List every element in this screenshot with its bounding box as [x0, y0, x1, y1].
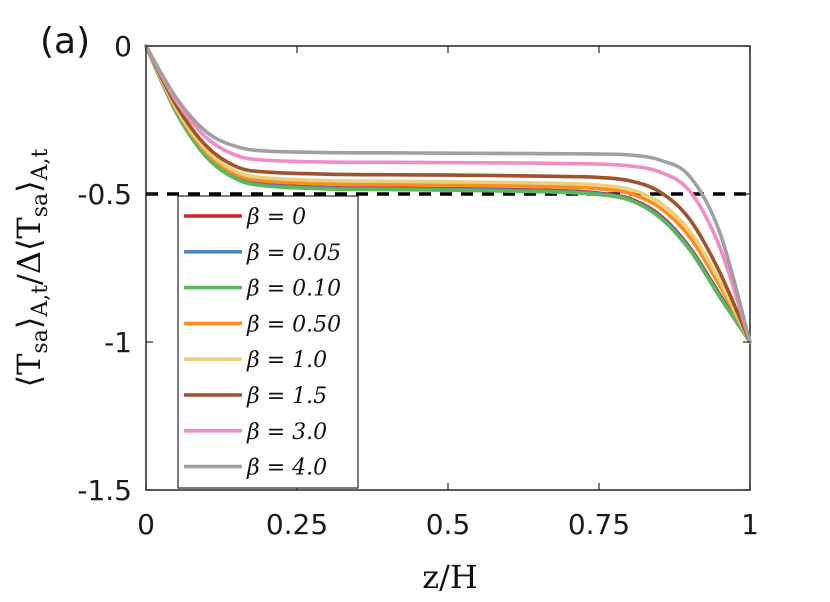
x-tick-label: 1 — [741, 508, 759, 541]
series-line-5 — [144, 44, 752, 344]
y-label-part-4: ⟩ — [10, 180, 48, 192]
y-label-part-3: /Δ⟨T — [10, 217, 48, 285]
legend-label-7: β = 4.0 — [246, 456, 327, 481]
legend: β = 0 β = 0.05 β = 0.10 β = 0.50 β = 1.0 β = … — [177, 195, 359, 489]
series-line-6 — [144, 44, 752, 344]
x-tick-label: 0.5 — [426, 508, 471, 541]
x-tick-label: 0.75 — [568, 508, 630, 541]
series-group — [144, 44, 752, 344]
y-label-part-2: ⟩ — [10, 317, 48, 329]
y-label-sub-4: A,t — [28, 148, 53, 181]
x-tick-label: 0.25 — [266, 508, 328, 541]
legend-label-6: β = 3.0 — [246, 420, 327, 445]
y-axis-label: ⟨Tsa⟩A,t/Δ⟨Tsa⟩A,t — [10, 148, 53, 387]
legend-label-5: β = 1.5 — [246, 384, 327, 409]
ticks-group: 0 0.25 0.5 0.75 1 0 -0.5 -1 -1.5 — [77, 30, 759, 541]
y-tick-label: 0 — [114, 30, 132, 63]
y-label-sub-2: A,t — [28, 285, 53, 318]
series-line-3 — [144, 44, 752, 344]
series-line-4 — [144, 44, 752, 344]
y-label-sub-3: sa — [28, 193, 53, 217]
series-line-7 — [144, 44, 752, 344]
x-axis-label: z/H — [422, 558, 478, 596]
legend-label-2: β = 0.10 — [246, 277, 341, 302]
y-tick-label: -1.5 — [77, 474, 132, 507]
series-line-2 — [144, 44, 752, 344]
y-label-part-1: ⟨T — [10, 353, 48, 387]
y-tick-label: -1 — [104, 326, 132, 359]
panel-label: (a) — [40, 21, 90, 62]
y-label-sub-1: sa — [28, 329, 53, 353]
svg-text:⟨Tsa⟩A,t/Δ⟨Tsa⟩A,t: ⟨Tsa⟩A,t/Δ⟨Tsa⟩A,t — [10, 148, 53, 387]
legend-label-4: β = 1.0 — [246, 348, 327, 373]
legend-box — [177, 195, 359, 489]
legend-label-0: β = 0 — [246, 205, 306, 230]
legend-label-3: β = 0.50 — [246, 312, 341, 337]
legend-label-1: β = 0.05 — [246, 241, 341, 266]
y-tick-label: -0.5 — [77, 178, 132, 211]
x-tick-label: 0 — [137, 508, 155, 541]
